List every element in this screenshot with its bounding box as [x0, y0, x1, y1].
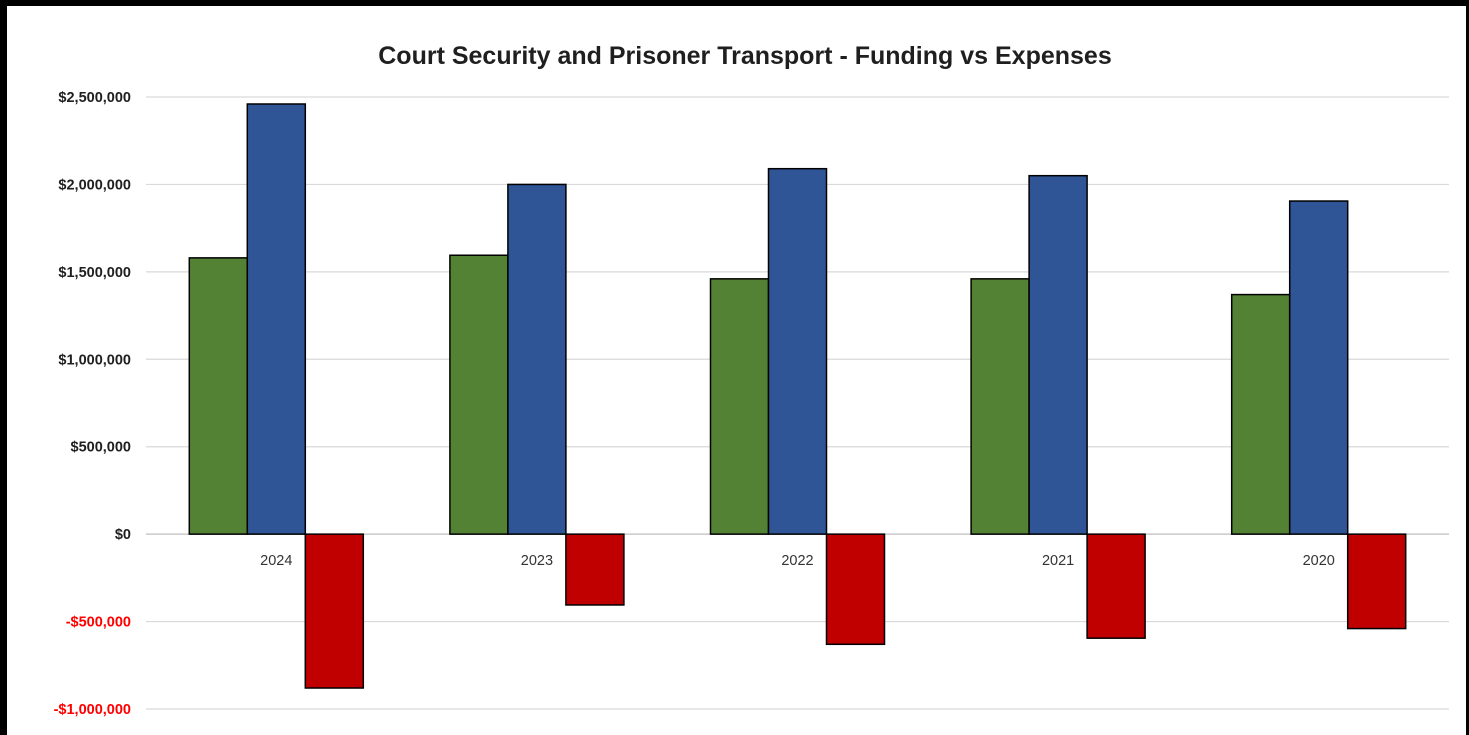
bar-2021-series-2 — [1028, 174, 1088, 535]
bar-2024-series-2 — [246, 103, 307, 535]
bar-2023-series-2 — [507, 183, 567, 535]
x-tick-label: 2024 — [260, 553, 292, 569]
bar-2021-series-1 — [970, 278, 1030, 535]
x-tick-label: 2021 — [1042, 553, 1074, 569]
x-axis-tick-labels: 2024 2023 2022 2021 2020 — [260, 553, 1335, 569]
bar-2021-series-3 — [1086, 533, 1146, 639]
y-tick-label: -$1,000,000 — [54, 702, 131, 718]
y-tick-label: $1,500,000 — [58, 265, 131, 281]
x-tick-label: 2020 — [1303, 553, 1335, 569]
bar-chart: Court Security and Prisoner Transport - … — [54, 42, 1449, 718]
y-tick-label: $0 — [115, 527, 131, 543]
bars — [188, 103, 1407, 689]
bar-2020-series-3 — [1346, 533, 1407, 630]
bar-2022-series-2 — [767, 167, 828, 535]
bar-2023-series-3 — [565, 533, 625, 606]
y-tick-label: $1,000,000 — [58, 352, 131, 368]
y-tick-label: -$500,000 — [66, 615, 131, 631]
y-tick-label: $500,000 — [71, 440, 131, 456]
bar-2024-series-3 — [304, 533, 365, 689]
y-tick-label: $2,500,000 — [58, 90, 131, 106]
x-tick-label: 2023 — [521, 553, 553, 569]
y-axis-tick-labels: $2,500,000 $2,000,000 $1,500,000 $1,000,000… — [54, 90, 131, 718]
bar-2020-series-1 — [1230, 293, 1291, 535]
bar-2023-series-1 — [449, 254, 509, 535]
bar-2020-series-2 — [1288, 200, 1349, 535]
bar-2024-series-1 — [188, 257, 249, 535]
bar-2022-series-1 — [709, 278, 770, 535]
bar-2022-series-3 — [825, 533, 886, 646]
x-tick-label: 2022 — [781, 553, 813, 569]
chart-title: Court Security and Prisoner Transport - … — [378, 42, 1111, 70]
y-tick-label: $2,000,000 — [58, 177, 131, 193]
